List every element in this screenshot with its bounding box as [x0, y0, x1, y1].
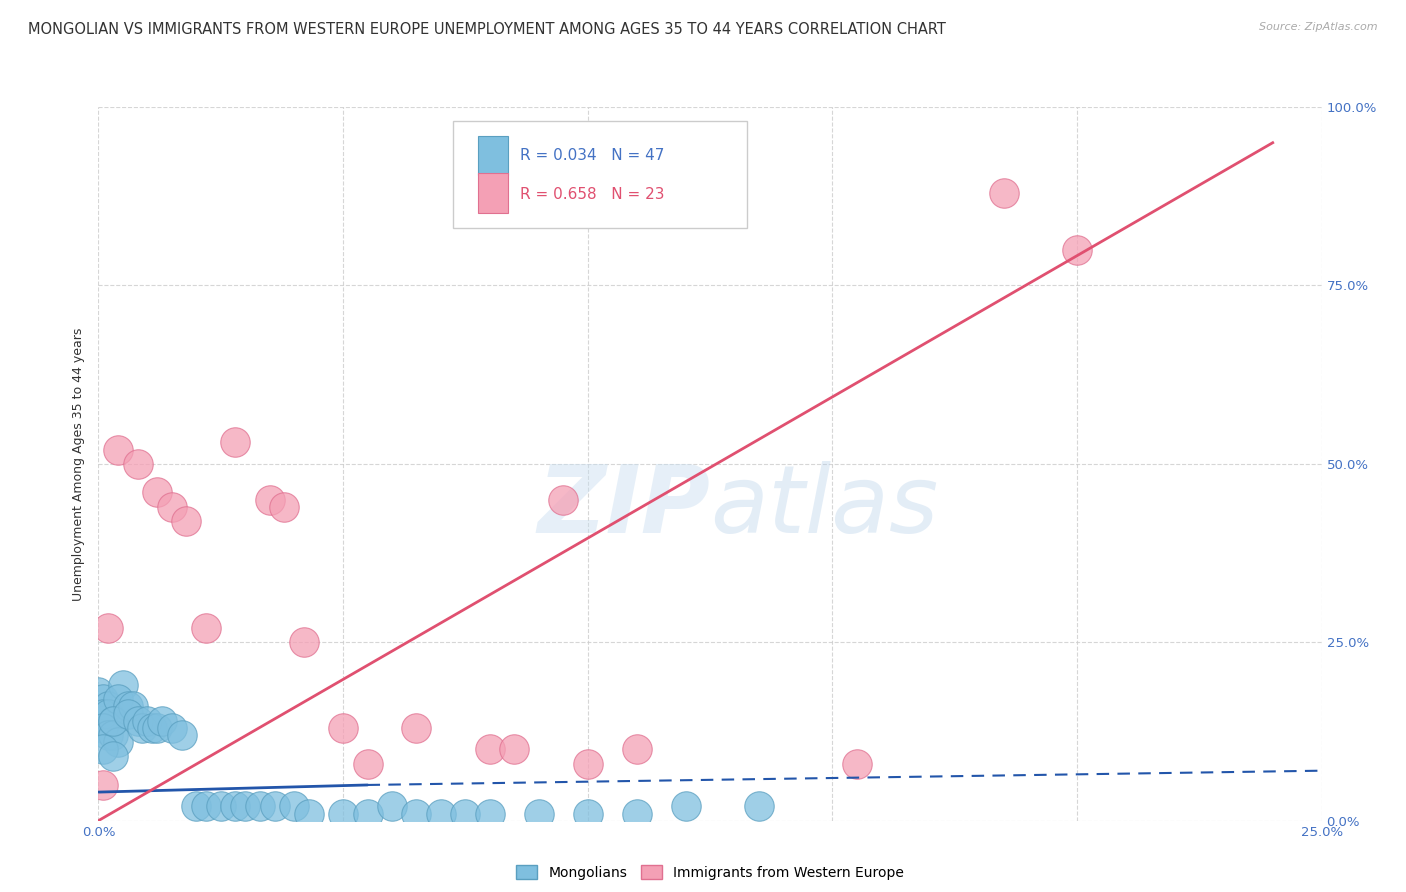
Point [249, 799, 271, 814]
Text: atlas: atlas [710, 461, 938, 552]
Point [224, 435, 246, 450]
Point [101, 728, 124, 742]
Point [224, 799, 246, 814]
Point [292, 635, 315, 649]
Point [273, 500, 295, 514]
Point [91, 706, 114, 721]
Point [675, 799, 697, 814]
Point [91, 778, 114, 792]
Point [283, 799, 305, 814]
Point [430, 806, 453, 821]
Point [97, 728, 120, 742]
Text: R = 0.034   N = 47: R = 0.034 N = 47 [520, 148, 665, 163]
Point [332, 721, 354, 735]
Point [101, 714, 124, 728]
Bar [478, 136, 508, 175]
Point [993, 186, 1015, 200]
Point [91, 742, 114, 756]
Point [405, 721, 427, 735]
FancyBboxPatch shape [453, 121, 747, 228]
Text: MONGOLIAN VS IMMIGRANTS FROM WESTERN EUROPE UNEMPLOYMENT AMONG AGES 35 TO 44 YEA: MONGOLIAN VS IMMIGRANTS FROM WESTERN EUR… [28, 22, 946, 37]
Point [478, 742, 501, 756]
Point [845, 756, 868, 771]
Point [121, 699, 143, 714]
Point [209, 799, 232, 814]
Point [503, 742, 526, 756]
Point [107, 735, 129, 749]
Point [117, 706, 139, 721]
Point [298, 806, 321, 821]
Point [87, 685, 110, 699]
Point [97, 621, 120, 635]
Point [454, 806, 477, 821]
Point [91, 692, 114, 706]
Point [146, 485, 169, 500]
Point [233, 799, 256, 814]
Point [195, 799, 218, 814]
Point [576, 806, 599, 821]
Point [160, 500, 183, 514]
Point [356, 806, 378, 821]
Point [101, 714, 124, 728]
Point [131, 721, 153, 735]
Text: ZIP: ZIP [537, 460, 710, 553]
Point [405, 806, 427, 821]
Y-axis label: Unemployment Among Ages 35 to 44 years: Unemployment Among Ages 35 to 44 years [72, 327, 86, 600]
Point [107, 692, 129, 706]
Point [160, 721, 183, 735]
Point [1066, 243, 1088, 257]
Text: R = 0.658   N = 23: R = 0.658 N = 23 [520, 186, 665, 202]
Point [332, 806, 354, 821]
Point [356, 756, 378, 771]
Point [146, 721, 169, 735]
Point [263, 799, 285, 814]
Point [527, 806, 550, 821]
Point [176, 514, 198, 528]
Bar [478, 173, 508, 212]
Point [101, 749, 124, 764]
Point [553, 492, 575, 507]
Point [91, 721, 114, 735]
Point [626, 742, 648, 756]
Point [381, 799, 404, 814]
Point [195, 621, 218, 635]
Point [136, 714, 159, 728]
Point [150, 714, 173, 728]
Point [141, 721, 163, 735]
Point [127, 457, 149, 471]
Point [259, 492, 281, 507]
Point [626, 806, 648, 821]
Point [107, 442, 129, 457]
Point [186, 799, 208, 814]
Point [748, 799, 770, 814]
Point [127, 714, 149, 728]
Point [97, 706, 120, 721]
Legend: Mongolians, Immigrants from Western Europe: Mongolians, Immigrants from Western Euro… [510, 859, 910, 885]
Text: Source: ZipAtlas.com: Source: ZipAtlas.com [1260, 22, 1378, 32]
Point [111, 678, 134, 692]
Point [117, 699, 139, 714]
Point [97, 699, 120, 714]
Point [576, 756, 599, 771]
Point [478, 806, 501, 821]
Point [170, 728, 193, 742]
